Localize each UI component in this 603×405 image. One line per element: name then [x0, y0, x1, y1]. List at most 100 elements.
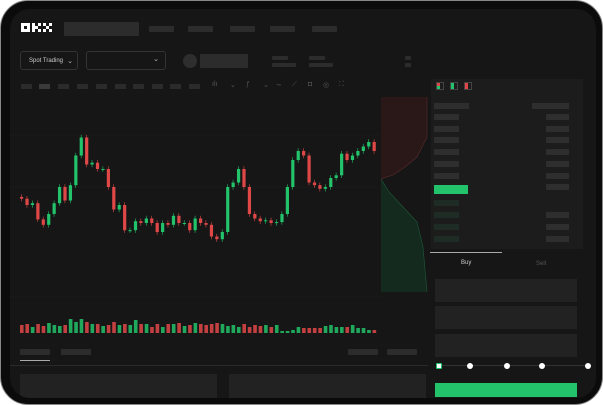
book-size: [546, 173, 569, 179]
candle-type-icon[interactable]: ılı: [212, 81, 218, 88]
tab-history[interactable]: [61, 349, 91, 355]
volume-bar: [144, 324, 149, 333]
price-input[interactable]: [435, 279, 577, 302]
volume-bar: [329, 325, 333, 333]
candle: [79, 137, 83, 156]
filter-button[interactable]: [387, 349, 417, 355]
book-bids-icon[interactable]: [450, 82, 458, 90]
book-size: [546, 184, 569, 190]
interval-button[interactable]: [170, 84, 181, 89]
interval-button[interactable]: [58, 84, 69, 89]
candle: [372, 142, 376, 151]
slider-handle[interactable]: [436, 363, 442, 369]
nav-item[interactable]: [270, 26, 295, 32]
book-both-icon[interactable]: [436, 82, 444, 90]
order-card: [229, 374, 426, 398]
candle: [220, 232, 224, 240]
settings-icon[interactable]: ◎: [323, 82, 330, 89]
volume-bar: [57, 326, 62, 333]
buy-button[interactable]: [435, 383, 577, 397]
okx-logo[interactable]: [21, 23, 59, 33]
interval-button[interactable]: [96, 84, 107, 89]
interval-button[interactable]: [133, 84, 144, 89]
leverage-slider[interactable]: [440, 365, 590, 366]
depth-chart: [381, 97, 428, 292]
pair-select[interactable]: ⌄: [86, 51, 166, 70]
stat-label: [272, 56, 288, 60]
candle: [36, 203, 40, 220]
filter-button[interactable]: [348, 349, 378, 355]
candle: [274, 222, 279, 224]
candle: [161, 223, 165, 232]
volume-bar: [182, 326, 187, 333]
book-size: [546, 236, 569, 242]
slider-step[interactable]: [504, 363, 510, 369]
tab-buy[interactable]: Buy: [461, 260, 472, 266]
interval-button[interactable]: [189, 84, 200, 89]
candle: [30, 203, 35, 205]
nav-item[interactable]: [149, 26, 174, 32]
fullscreen-icon[interactable]: ⛶: [339, 81, 344, 88]
book-price[interactable]: [434, 161, 459, 167]
stat-value: [272, 63, 296, 67]
candle: [155, 223, 159, 232]
slider-step[interactable]: [585, 363, 591, 369]
camera-icon[interactable]: ◘: [308, 81, 313, 88]
amount-input[interactable]: [435, 306, 577, 329]
candlestick-chart[interactable]: [10, 97, 382, 337]
book-price[interactable]: [434, 200, 459, 206]
nav-item[interactable]: [230, 26, 255, 32]
book-price[interactable]: [434, 236, 459, 242]
chevron-down-icon[interactable]: ⌄: [230, 82, 236, 89]
nav-item[interactable]: [312, 26, 337, 32]
volume-bar: [236, 327, 241, 333]
volume-bar: [204, 325, 209, 333]
book-size: [546, 149, 569, 155]
nav-item[interactable]: [188, 26, 213, 32]
volume-bar: [90, 324, 95, 333]
volume-bar: [52, 325, 57, 333]
slider-step[interactable]: [467, 363, 473, 369]
volume-bar: [215, 323, 219, 333]
volume-bar: [20, 325, 24, 333]
candle: [302, 151, 306, 156]
volume-bar: [112, 322, 116, 333]
ruler-icon[interactable]: ⟋: [292, 81, 297, 88]
interval-button[interactable]: [21, 84, 32, 89]
interval-button[interactable]: [152, 84, 163, 89]
book-size: [546, 212, 569, 218]
interval-button[interactable]: [39, 84, 50, 89]
candle: [367, 142, 371, 147]
candle: [95, 162, 100, 169]
slider-step[interactable]: [539, 363, 545, 369]
indicator-icon[interactable]: ƒ: [246, 81, 250, 88]
book-price[interactable]: [434, 173, 459, 179]
book-size: [546, 224, 569, 230]
candle: [253, 214, 257, 219]
tab-open-orders[interactable]: [20, 349, 50, 355]
market-select[interactable]: Spot Trading ⌄: [20, 51, 78, 70]
book-header: [434, 103, 469, 109]
candle: [258, 218, 262, 222]
tab-sell[interactable]: Sell: [536, 261, 547, 267]
candle: [242, 169, 246, 187]
book-price[interactable]: [434, 224, 459, 230]
wave-icon[interactable]: ∼: [276, 82, 282, 89]
book-asks-icon[interactable]: [464, 82, 472, 90]
book-price[interactable]: [434, 149, 459, 155]
interval-button[interactable]: [115, 84, 126, 89]
candle: [285, 187, 289, 214]
volume-bar: [79, 319, 84, 333]
chevron-down-icon[interactable]: ⌄: [263, 82, 269, 89]
book-price[interactable]: [434, 126, 459, 132]
candle: [133, 221, 138, 231]
volume-bar: [123, 324, 127, 333]
interval-button[interactable]: [77, 84, 88, 89]
total-input[interactable]: [435, 334, 577, 357]
book-price[interactable]: [434, 212, 459, 218]
search-bar[interactable]: [64, 22, 139, 36]
book-price[interactable]: [434, 137, 459, 143]
candle: [345, 153, 349, 160]
candle: [350, 155, 355, 160]
book-price[interactable]: [434, 114, 459, 120]
